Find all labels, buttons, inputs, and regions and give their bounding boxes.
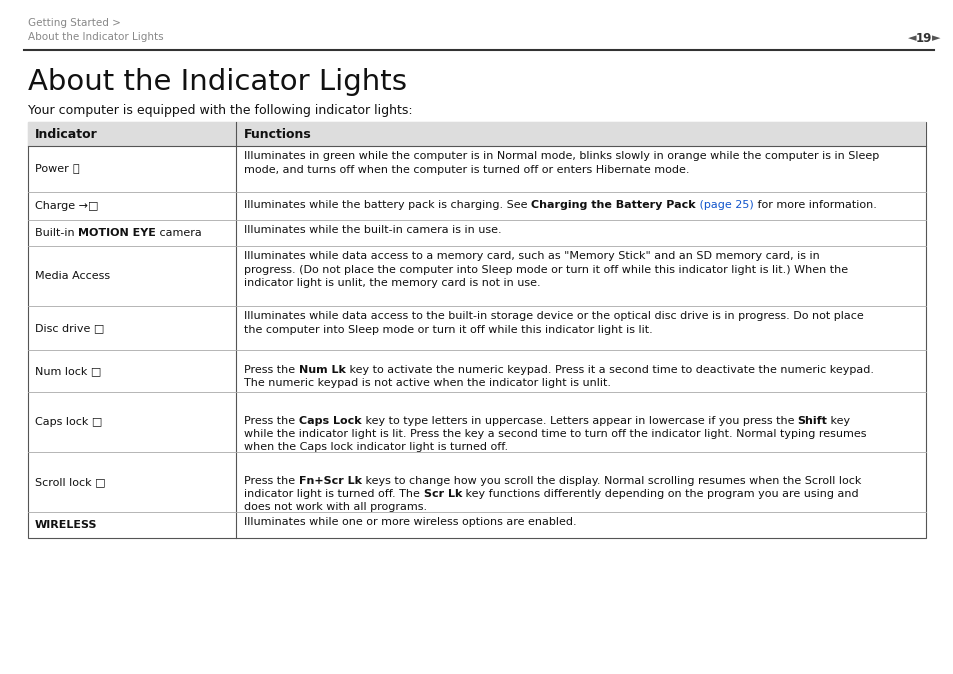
Text: Charge →□: Charge →□ [35,201,98,211]
Text: Shift: Shift [797,416,826,426]
Text: ◄: ◄ [907,33,915,43]
Text: Scr Lk: Scr Lk [423,489,461,499]
Text: Built-in: Built-in [35,228,78,238]
Text: Power: Power [35,164,72,174]
Text: indicator light is turned off. The: indicator light is turned off. The [244,489,423,499]
Text: key to activate the numeric keypad. Press it a second time to deactivate the num: key to activate the numeric keypad. Pres… [346,365,873,375]
Text: Charging the Battery Pack: Charging the Battery Pack [531,200,696,210]
Text: Press the: Press the [244,476,298,486]
Text: Illuminates while the built-in camera is in use.: Illuminates while the built-in camera is… [244,225,501,235]
Text: camera: camera [156,228,201,238]
Text: MOTION EYE: MOTION EYE [78,228,156,238]
Bar [28,122,925,538]
Text: Num Lk: Num Lk [298,365,346,375]
Text: About the Indicator Lights: About the Indicator Lights [28,32,164,42]
Text: Illuminates while the battery pack is charging. See: Illuminates while the battery pack is ch… [244,200,531,210]
Text: key functions differently depending on the program you are using and: key functions differently depending on t… [461,489,858,499]
Text: Illuminates in green while the computer is in Normal mode, blinks slowly in oran: Illuminates in green while the computer … [244,151,879,175]
Text: for more information.: for more information. [753,200,876,210]
Text: About the Indicator Lights: About the Indicator Lights [28,68,407,96]
Text: Num lock □: Num lock □ [35,366,101,376]
Text: ►: ► [931,33,940,43]
Text: Illuminates while one or more wireless options are enabled.: Illuminates while one or more wireless o… [244,517,577,527]
Text: Press the: Press the [244,365,298,375]
Text: (page 25): (page 25) [696,200,753,210]
Text: Functions: Functions [244,127,312,140]
Text: keys to change how you scroll the display. Normal scrolling resumes when the Scr: keys to change how you scroll the displa… [361,476,861,486]
Text: Media Access: Media Access [35,271,110,281]
Text: Press the: Press the [244,416,298,426]
Text: Fn+Scr Lk: Fn+Scr Lk [298,476,361,486]
Text: WIRELESS: WIRELESS [35,520,97,530]
Text: Illuminates while data access to a memory card, such as "Memory Stick" and an SD: Illuminates while data access to a memor… [244,251,847,288]
Text: Getting Started >: Getting Started > [28,18,121,28]
Text: when the Caps lock indicator light is turned off.: when the Caps lock indicator light is tu… [244,442,508,452]
Text: Disc drive □: Disc drive □ [35,323,104,333]
Bar [28,122,925,146]
Text: Scroll lock □: Scroll lock □ [35,477,106,487]
Text: while the indicator light is lit. Press the key a second time to turn off the in: while the indicator light is lit. Press … [244,429,866,439]
Text: key to type letters in uppercase. Letters appear in lowercase if you press the: key to type letters in uppercase. Letter… [361,416,797,426]
Text: The numeric keypad is not active when the indicator light is unlit.: The numeric keypad is not active when th… [244,378,611,388]
Text: Indicator: Indicator [35,127,97,140]
Text: does not work with all programs.: does not work with all programs. [244,502,427,512]
Text: Illuminates while data access to the built-in storage device or the optical disc: Illuminates while data access to the bui… [244,311,863,334]
Text: key: key [826,416,850,426]
Text: Your computer is equipped with the following indicator lights:: Your computer is equipped with the follo… [28,104,413,117]
Text: ⏻: ⏻ [72,164,79,174]
Text: Caps Lock: Caps Lock [298,416,361,426]
Text: 19: 19 [915,32,931,44]
Text: Caps lock □: Caps lock □ [35,417,102,427]
